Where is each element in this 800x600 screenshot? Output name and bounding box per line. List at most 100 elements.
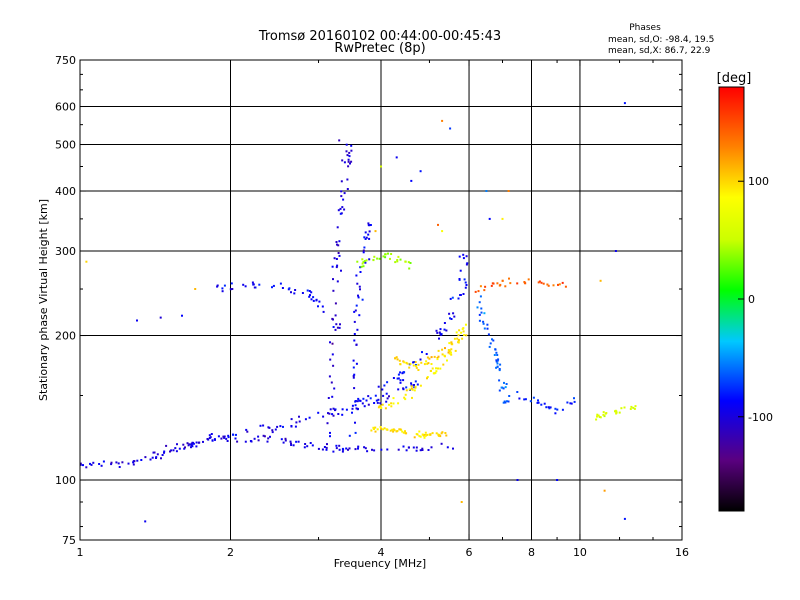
echo-point — [381, 388, 384, 391]
echo-point — [330, 381, 333, 384]
echo-point — [436, 357, 439, 359]
echo-point — [132, 463, 135, 466]
echo-point — [493, 354, 496, 356]
echo-point — [461, 337, 464, 340]
echo-point — [615, 412, 618, 415]
echo-point — [317, 411, 320, 414]
echo-point — [356, 400, 359, 403]
echo-point — [290, 418, 293, 421]
echo-point — [408, 388, 411, 391]
echo-point — [396, 358, 399, 361]
echo-point — [206, 438, 209, 440]
echo-point — [435, 367, 437, 370]
echo-point — [377, 398, 380, 401]
echo-point — [372, 259, 375, 262]
echo-point — [436, 358, 439, 361]
echo-point — [356, 328, 359, 331]
echo-point — [395, 156, 398, 159]
echo-point — [332, 278, 334, 281]
echo-point — [405, 389, 408, 392]
echo-point — [309, 442, 312, 444]
echo-point — [419, 435, 422, 438]
echo-point — [289, 440, 292, 443]
echo-point — [336, 264, 339, 267]
echo-point — [336, 226, 339, 229]
echo-point — [195, 441, 198, 444]
echo-point — [437, 355, 440, 358]
echo-point — [453, 337, 456, 340]
echo-point — [413, 386, 416, 389]
echo-point — [441, 230, 444, 233]
echo-point — [462, 293, 465, 295]
x-tick-label: 10 — [573, 546, 587, 559]
echo-point — [502, 401, 505, 404]
echo-point — [292, 444, 295, 447]
echo-point — [341, 413, 344, 416]
echo-point — [284, 439, 287, 442]
echo-point — [507, 190, 510, 192]
echo-point — [404, 260, 407, 263]
y-tick-label: 400 — [55, 185, 76, 198]
echo-point — [537, 401, 540, 404]
echo-point — [466, 262, 469, 265]
echo-point — [552, 284, 555, 287]
echo-point — [365, 259, 368, 262]
echo-point — [438, 337, 440, 340]
y-tick-label: 600 — [55, 101, 76, 114]
echo-point — [595, 418, 598, 421]
echo-point — [450, 353, 453, 356]
echo-point — [495, 351, 498, 354]
echo-point — [410, 385, 413, 388]
echo-point — [397, 255, 400, 258]
echo-point — [372, 426, 375, 429]
echo-point — [335, 323, 338, 326]
echo-point — [234, 437, 237, 440]
echo-point — [355, 362, 358, 365]
echo-point — [222, 435, 225, 438]
echo-point — [545, 406, 548, 409]
echo-point — [399, 381, 402, 384]
echo-point — [382, 255, 385, 258]
grid-lines — [80, 60, 682, 540]
echo-point — [633, 407, 636, 410]
echo-point — [327, 412, 329, 415]
echo-point — [198, 441, 201, 444]
echo-point — [317, 305, 319, 308]
echo-point — [336, 243, 338, 246]
echo-point — [416, 383, 419, 386]
echo-point — [244, 285, 247, 288]
echo-point — [190, 446, 192, 449]
echo-point — [227, 434, 230, 437]
echo-point — [227, 436, 230, 439]
echo-point — [373, 402, 376, 404]
echo-point — [354, 448, 357, 451]
echo-point — [396, 377, 399, 380]
y-axis-label: Stationary phase Virtual Height [km] — [37, 199, 50, 401]
echo-point — [312, 296, 315, 299]
echo-point — [399, 363, 402, 366]
echo-point — [543, 402, 546, 405]
echo-point — [121, 461, 124, 464]
echo-point — [306, 289, 309, 292]
chart-title: Tromsø 20160102 00:44:00-00:45:43 — [258, 29, 501, 44]
echo-point — [290, 291, 292, 294]
echo-point — [329, 408, 332, 411]
echo-point — [380, 427, 383, 430]
echo-point — [491, 282, 494, 285]
echo-point — [367, 222, 370, 225]
echo-point — [267, 426, 270, 429]
echo-point — [430, 363, 433, 365]
echo-point — [405, 449, 408, 452]
echo-point — [332, 326, 335, 328]
x-tick-label: 1 — [77, 546, 84, 559]
echo-point — [415, 449, 418, 452]
y-tick-label: 100 — [55, 474, 76, 487]
echo-point — [349, 162, 351, 165]
echo-point — [402, 431, 405, 434]
echo-point — [602, 413, 605, 416]
echo-point — [424, 434, 427, 437]
echo-point — [187, 444, 190, 447]
echo-point — [392, 397, 395, 400]
echo-point — [392, 377, 395, 379]
echo-point — [392, 402, 395, 405]
